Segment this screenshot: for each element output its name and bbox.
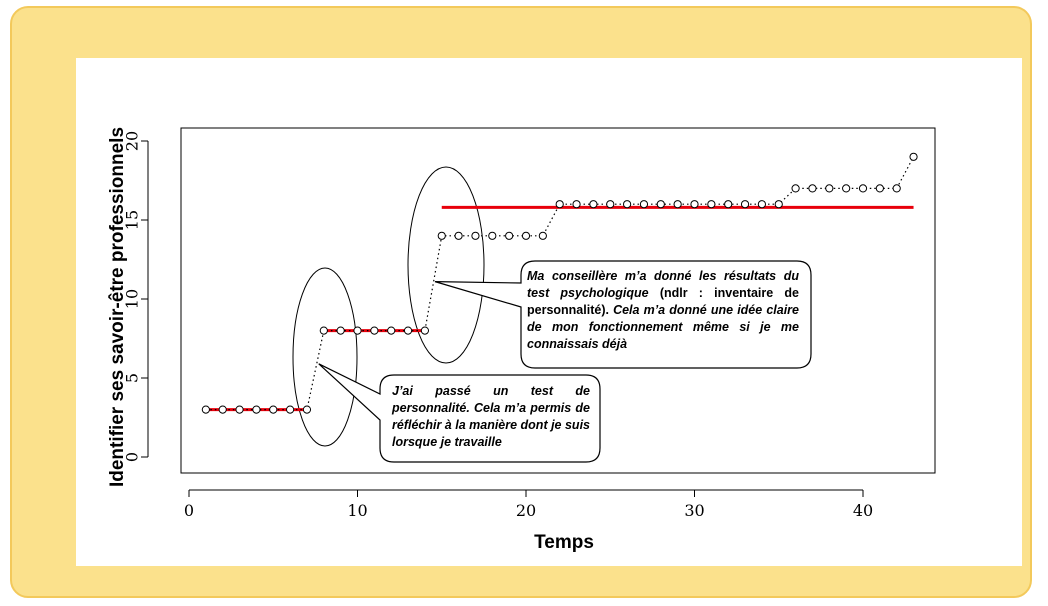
data-point xyxy=(403,326,413,335)
data-point xyxy=(757,200,767,209)
data-point xyxy=(505,231,514,240)
data-point xyxy=(201,405,210,414)
data-point xyxy=(774,200,783,209)
data-point xyxy=(639,200,649,209)
data-point xyxy=(909,152,918,161)
data-point xyxy=(892,184,901,193)
data-point xyxy=(319,326,328,335)
data-point xyxy=(589,200,598,209)
y-tick-label: 20 xyxy=(123,131,142,151)
data-point xyxy=(606,200,615,209)
data-point xyxy=(302,405,312,414)
callout-bubble xyxy=(318,363,601,463)
x-tick-label: 0 xyxy=(184,501,194,520)
callout-text-results: Ma conseillère m’a donné les résultats d… xyxy=(527,268,799,353)
data-point xyxy=(623,200,632,209)
data-point xyxy=(269,405,278,414)
data-point xyxy=(656,200,665,209)
data-point xyxy=(235,405,244,414)
data-point xyxy=(875,184,884,193)
x-axis-title: Temps xyxy=(534,532,594,553)
highlight-ellipses xyxy=(292,166,485,447)
ellipse-step-2 xyxy=(407,166,485,364)
callout-bubble xyxy=(434,260,812,369)
data-point xyxy=(825,184,834,193)
data-point xyxy=(454,231,463,240)
callout-segment: J’ai passé un test de personnalité. Cela… xyxy=(392,384,590,449)
data-point xyxy=(387,326,396,335)
y-tick-label: 15 xyxy=(123,210,142,230)
data-point xyxy=(858,184,868,193)
data-point xyxy=(538,231,547,240)
data-point xyxy=(740,200,750,209)
data-point xyxy=(286,405,295,414)
data-point xyxy=(353,326,362,335)
callout-bubbles xyxy=(318,260,812,463)
callout-segment: Cela m’a donné une idée claire de mon fo… xyxy=(527,303,799,351)
data-point xyxy=(370,326,379,335)
plot-box xyxy=(180,127,936,474)
callout-segment: Ma conseillère m’a donné les résultats d… xyxy=(527,269,799,300)
y-axis-title: Identifier ses savoir-être professionnel… xyxy=(107,126,128,488)
data-point xyxy=(791,184,800,193)
data-point xyxy=(808,184,817,193)
data-point xyxy=(555,200,564,209)
data-point xyxy=(521,231,531,240)
x-tick-label: 20 xyxy=(516,501,536,520)
x-tick-label: 30 xyxy=(684,501,704,520)
data-point xyxy=(690,200,699,209)
data-point xyxy=(724,200,733,209)
data-point xyxy=(673,200,682,209)
data-series xyxy=(201,152,918,414)
ellipse-step-1 xyxy=(292,267,358,447)
x-tick-label: 40 xyxy=(853,501,873,520)
y-tick-label: 0 xyxy=(123,452,142,462)
data-point xyxy=(471,231,480,240)
data-point xyxy=(842,184,851,193)
callout-text-test: J’ai passé un test de personnalité. Cela… xyxy=(392,383,590,451)
data-point xyxy=(420,326,429,335)
y-tick-label: 10 xyxy=(123,289,142,309)
data-point xyxy=(488,231,497,240)
data-point xyxy=(572,200,581,209)
data-point xyxy=(437,231,446,240)
callout-segment: (ndlr : inventaire de personnalité). xyxy=(527,286,800,317)
data-point xyxy=(707,200,716,209)
data-point xyxy=(336,326,345,335)
data-point xyxy=(218,405,227,414)
axes: 0 10 20 30 40 0 5 10 15 20 xyxy=(123,127,936,520)
y-tick-label: 5 xyxy=(123,373,142,383)
data-point xyxy=(252,405,261,414)
x-tick-label: 10 xyxy=(347,501,367,520)
